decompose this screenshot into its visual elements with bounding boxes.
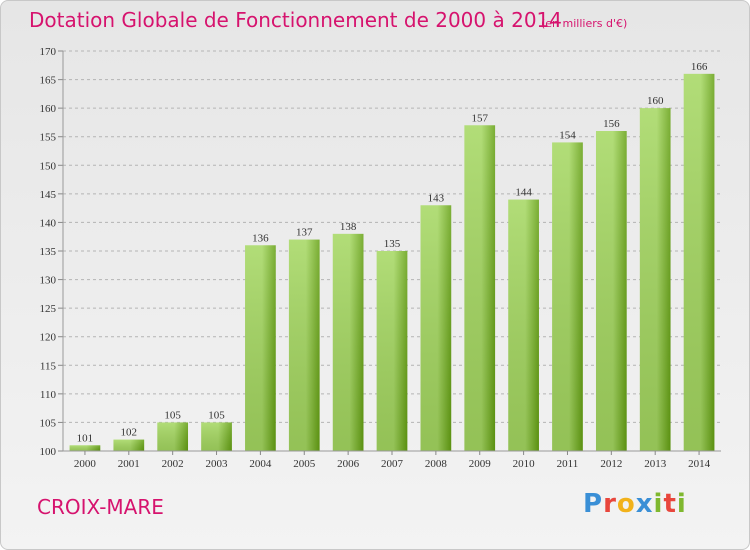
bar-value-label: 137: [296, 227, 313, 239]
x-tick-label: 2006: [337, 458, 360, 470]
x-tick-label: 2011: [557, 458, 579, 470]
y-tick-label: 155: [40, 132, 57, 144]
x-tick-label: 2012: [600, 458, 622, 470]
bar-value-label: 157: [471, 112, 488, 124]
bar-value-label: 144: [515, 187, 532, 199]
y-tick-label: 125: [40, 303, 57, 315]
logo-letter: o: [616, 489, 636, 519]
logo-letter: t: [663, 489, 677, 519]
bar-shade: [201, 422, 232, 451]
x-tick-label: 2004: [249, 458, 272, 470]
x-tick-label: 2009: [469, 458, 492, 470]
bar-shade: [464, 125, 496, 452]
bar-value-label: 143: [428, 192, 445, 204]
logo-letter: r: [603, 489, 617, 519]
bar-shade: [639, 108, 671, 452]
bars-layer: [69, 73, 715, 452]
y-tick-label: 115: [40, 360, 57, 372]
bar-shade: [376, 251, 408, 451]
y-tick-label: 150: [40, 160, 57, 172]
bar-shade: [69, 445, 101, 451]
bar-value-label: 105: [208, 409, 225, 421]
bar-shade: [420, 205, 452, 451]
y-tick-label: 145: [40, 189, 57, 201]
x-tick-label: 2013: [644, 458, 667, 470]
x-tick-label: 2003: [206, 458, 229, 470]
bar-value-label: 166: [691, 61, 708, 73]
bar-shade: [683, 73, 715, 451]
bar-shade: [552, 142, 583, 451]
y-tick-label: 110: [40, 389, 57, 401]
x-tick-label: 2005: [293, 458, 316, 470]
bar-value-label: 138: [340, 221, 357, 233]
logo-letter: i: [676, 489, 687, 519]
y-tick-label: 100: [40, 446, 57, 458]
axis-layer: 1001051101151201251301351401451501551601…: [40, 46, 721, 470]
x-tick-label: 2007: [381, 458, 404, 470]
bar-shade: [595, 131, 627, 451]
bar-shade: [245, 245, 276, 451]
bar-shade: [288, 239, 320, 451]
bar-shade: [508, 199, 539, 451]
y-tick-label: 130: [40, 275, 57, 287]
x-tick-label: 2010: [513, 458, 536, 470]
y-tick-label: 140: [40, 217, 57, 229]
x-tick-label: 2002: [162, 458, 184, 470]
bar-value-label: 102: [121, 427, 138, 439]
commune-name: CROIX-MARE: [37, 495, 164, 519]
bar-shade: [332, 233, 364, 451]
bar-value-label: 156: [603, 118, 620, 130]
bar-value-label: 160: [647, 95, 664, 107]
y-tick-label: 105: [40, 417, 57, 429]
logo-letter: P: [583, 489, 604, 519]
logo-letter: i: [653, 489, 664, 519]
x-tick-label: 2001: [118, 458, 140, 470]
bar-value-label: 154: [559, 129, 576, 141]
logo-letter: x: [635, 489, 654, 519]
bar-value-label: 101: [77, 432, 94, 444]
chart-title: Dotation Globale de Fonctionnement de 20…: [29, 8, 562, 32]
x-tick-label: 2008: [425, 458, 448, 470]
chart-unit-label: (en milliers d'€): [541, 17, 628, 30]
labels-layer: 101 102 105 105 136 137 138 135 143 157 144 154 156 1…: [77, 61, 708, 444]
x-tick-label: 2000: [74, 458, 97, 470]
y-tick-label: 135: [40, 246, 57, 258]
x-tick-label: 2014: [688, 458, 711, 470]
bar-value-label: 136: [252, 232, 269, 244]
bar-shade: [113, 439, 145, 451]
bar-value-label: 135: [384, 238, 401, 250]
bar-shade: [157, 422, 189, 451]
bar-value-label: 105: [164, 409, 181, 421]
y-tick-label: 160: [40, 103, 57, 115]
y-tick-label: 165: [40, 75, 57, 87]
y-tick-label: 120: [40, 332, 57, 344]
proxiti-logo: Proxiti: [583, 489, 687, 519]
y-tick-label: 170: [40, 46, 57, 58]
